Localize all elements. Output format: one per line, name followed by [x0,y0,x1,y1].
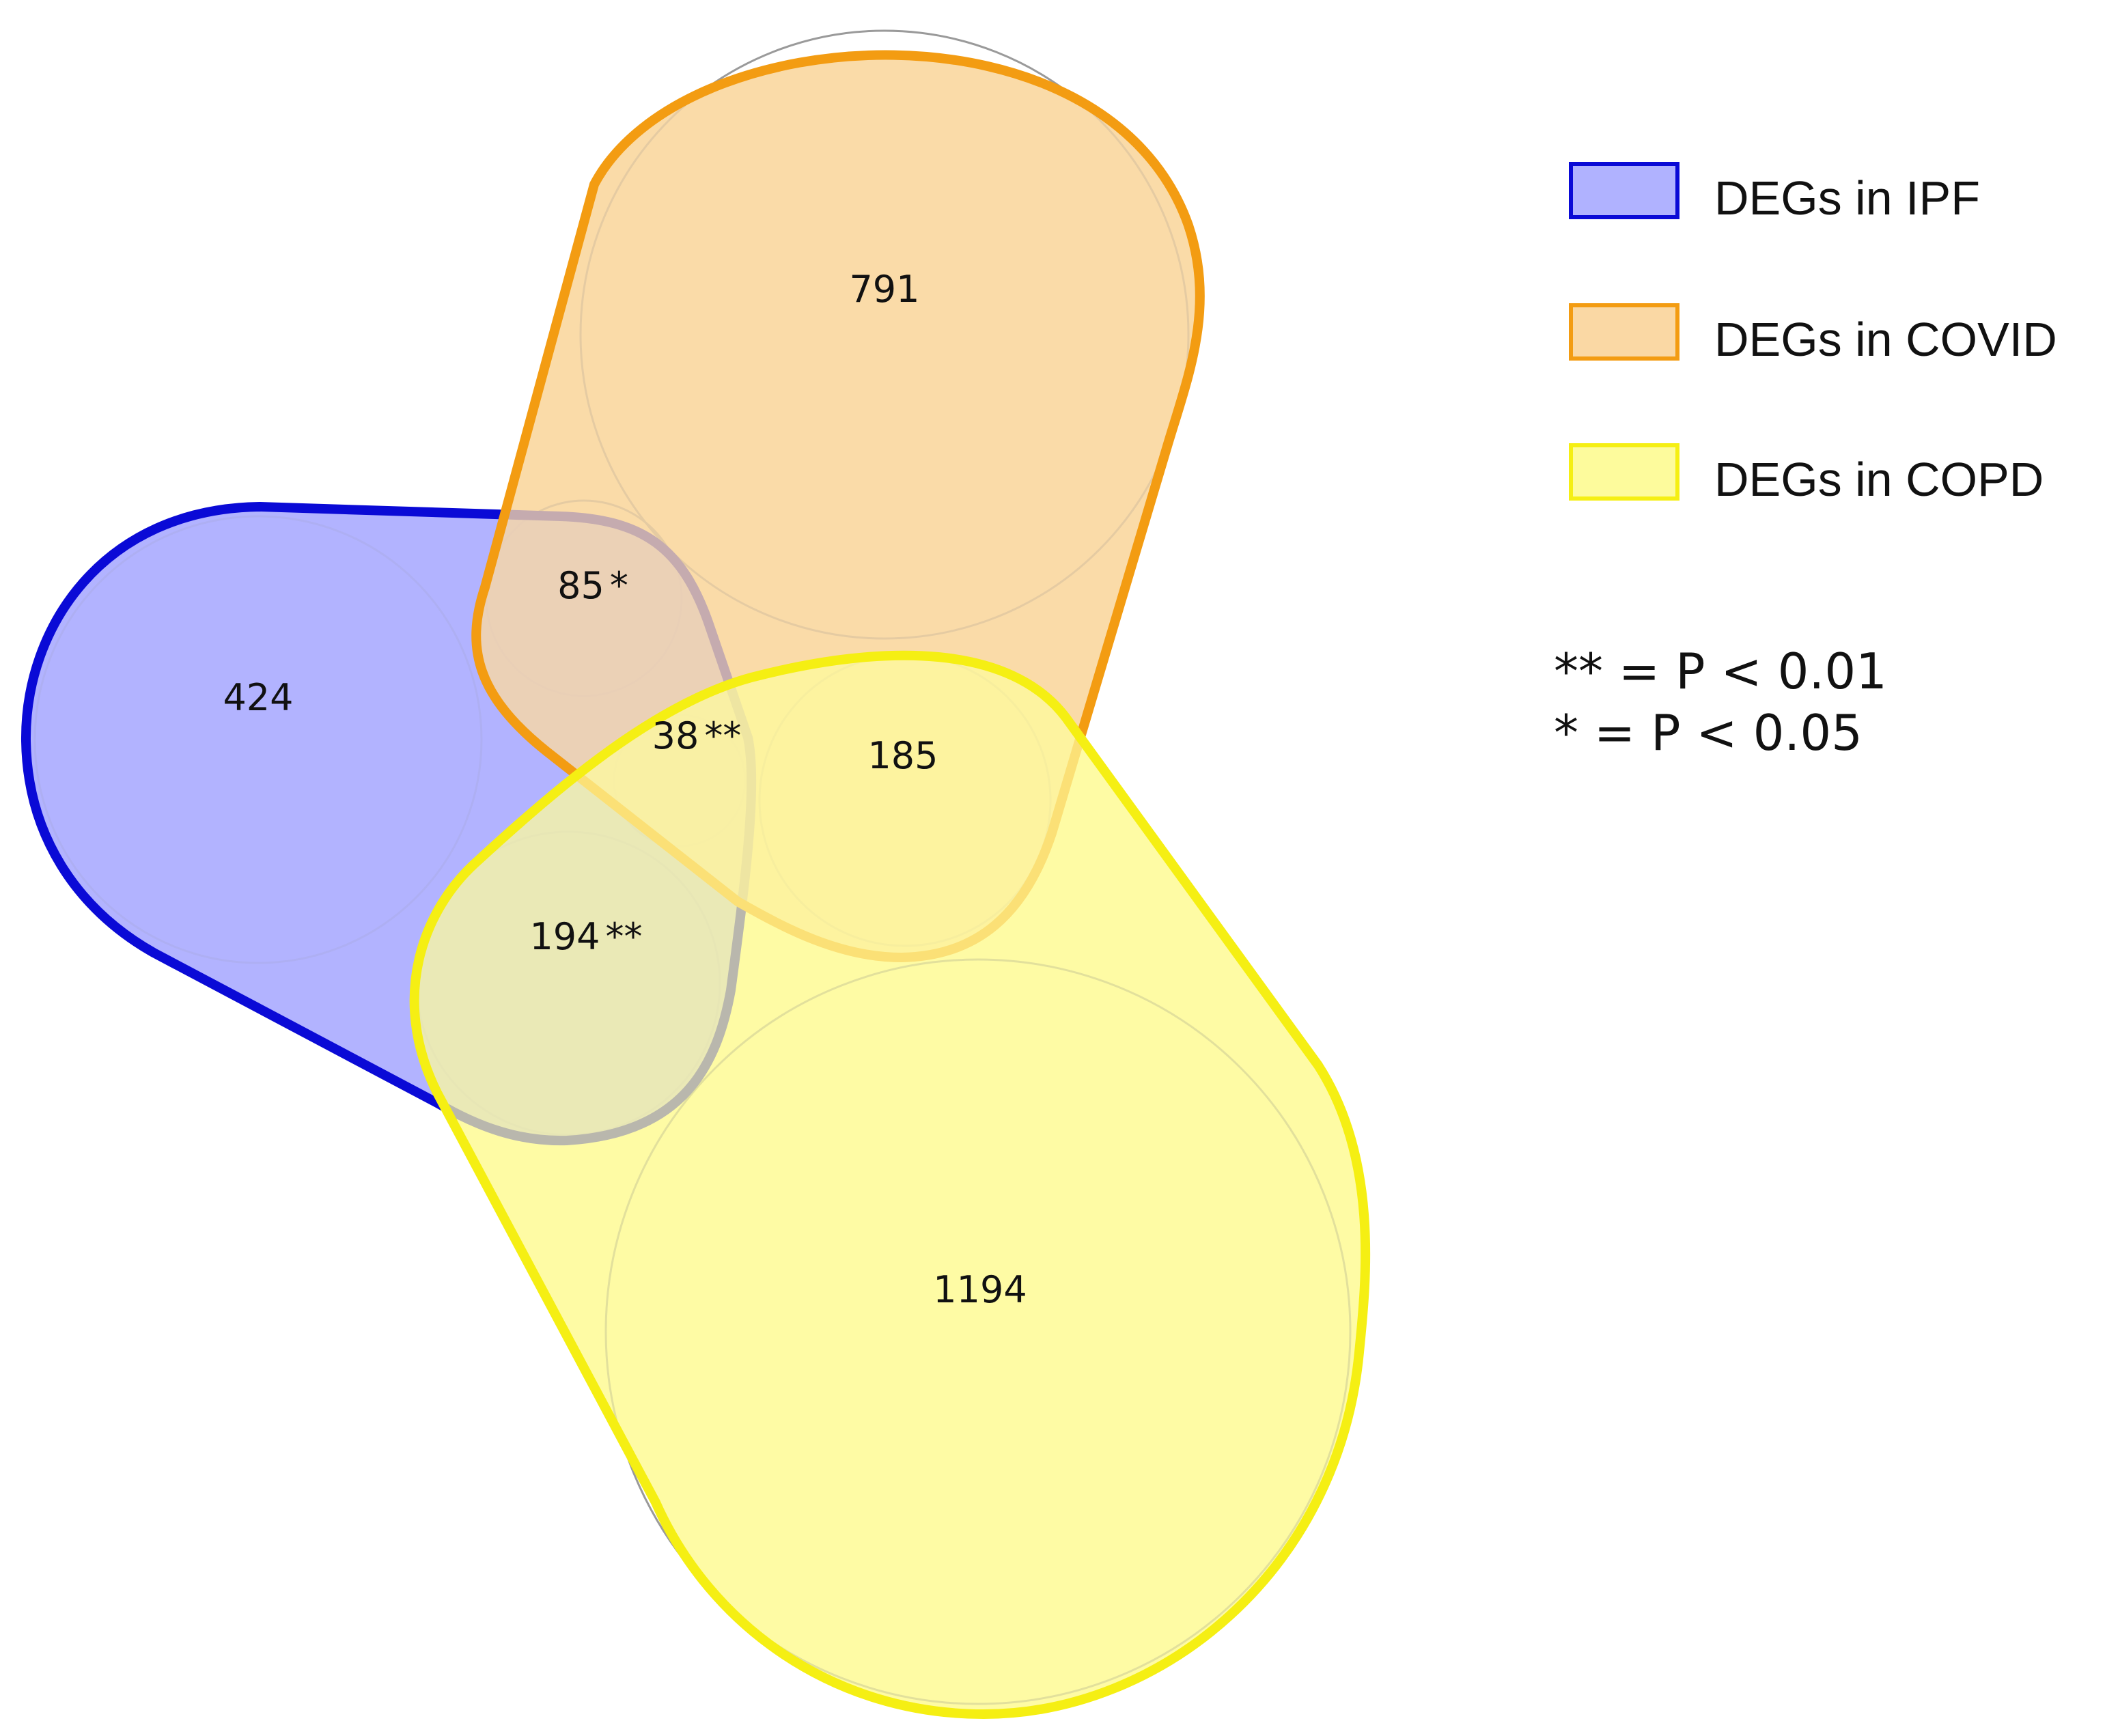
legend-label-covid: DEGs in COVID [1714,313,2057,366]
region-labels: 424 791 1194 85 * 194 ** 185 38 ** [223,268,1027,1311]
legend-label-ipf: DEGs in IPF [1714,171,1980,225]
significance-notes: ** = P < 0.01 * = P < 0.05 [1554,643,1887,761]
legend-label-copd: DEGs in COPD [1714,453,2044,506]
region-label-ipf-covid: 85 * [557,564,628,607]
copd-set-outline [415,656,1365,1714]
significance-note-0.05: * = P < 0.05 [1554,704,1863,761]
region-label-copd-only: 1194 [933,1268,1027,1311]
significance-note-0.01: ** = P < 0.01 [1554,643,1887,700]
legend-swatch-copd [1569,443,1679,501]
region-label-ipf-only: 424 [223,676,293,719]
region-label-ipf-copd: 194 ** [529,915,642,958]
region-label-covid-copd: 185 [867,734,938,777]
legend-swatch-ipf [1569,162,1679,219]
legend-swatch-covid [1569,303,1679,361]
region-label-all-three: 38 ** [652,714,742,757]
region-label-covid-only: 791 [849,268,919,311]
legend: DEGs in IPF DEGs in COVID DEGs in COPD [1569,162,2057,506]
